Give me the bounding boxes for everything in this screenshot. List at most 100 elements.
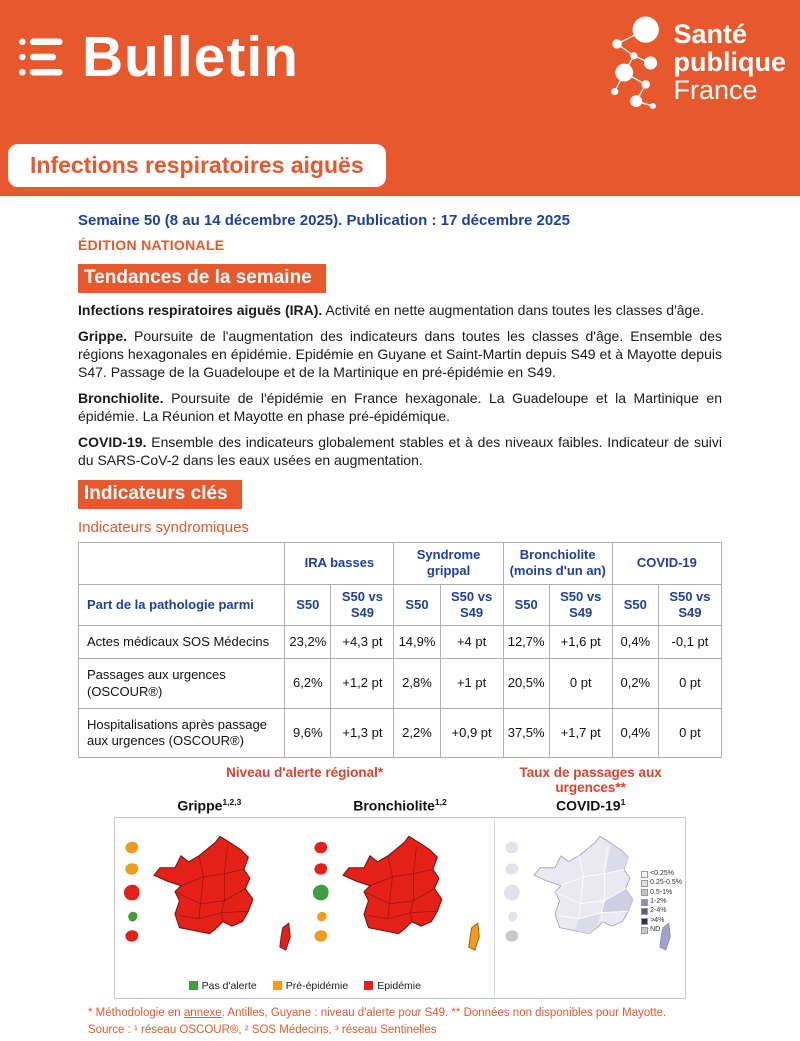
- table-header-cell: Bronchiolite (moins d'un an): [502, 542, 613, 585]
- maps-heading-ed-visits: Taux de passages aux urgences**: [519, 765, 662, 796]
- table-header-cell: S50 vs S49: [439, 583, 504, 626]
- table-cell: 20,5%: [502, 658, 550, 709]
- map-panel-bronchiolite: [305, 818, 495, 998]
- table-header-cell: S50: [284, 583, 332, 626]
- table-header-cell: S50 vs S49: [330, 583, 395, 626]
- table-header-cell: [77, 542, 286, 585]
- table-cell: 0,2%: [611, 658, 659, 709]
- legend-label: 0.25-0.5%: [650, 879, 683, 887]
- legend-item: 1-2%: [641, 898, 682, 906]
- covid-map-legend: <0.25% 0.25-0.5% 0.5-1% 1-2% 2-4% >4% ND: [641, 870, 682, 936]
- table-header-cell: IRA basses: [284, 542, 395, 585]
- bulletin-logo: Bulletin: [18, 24, 299, 90]
- table-cell: 2,2%: [393, 707, 441, 759]
- france-map-grippe: [123, 835, 291, 951]
- table-header-cell: S50 vs S49: [548, 583, 613, 626]
- table-header-cell: COVID-19: [611, 542, 723, 585]
- agency-line-3: France: [673, 74, 758, 105]
- paragraph-ira-text: Activité en nette augmentation dans tout…: [325, 302, 704, 318]
- agency-line-2: publique: [673, 47, 786, 78]
- footnote-methodology: * Méthodologie en annexe. Antilles, Guya…: [88, 1006, 722, 1021]
- table-cell: +1,3 pt: [330, 707, 395, 759]
- maps-headings: Niveau d'alerte régional* Taux de passag…: [114, 765, 686, 795]
- table-cell: +4 pt: [439, 624, 504, 660]
- agency-logo: Santé publique France: [598, 8, 786, 118]
- paragraph-bronchiolite-text: Poursuite de l'épidémie en France hexago…: [78, 390, 723, 424]
- france-map-covid: [503, 835, 672, 951]
- legend-item: Pas d'alerte: [188, 980, 257, 992]
- map-title-grippe-sup: 1,2,3: [222, 797, 242, 808]
- footnote-text: * Méthodologie en: [88, 1006, 184, 1019]
- paragraph-grippe-text: Poursuite de l'augmentation des indicate…: [78, 328, 722, 380]
- table-header-cell: S50: [611, 583, 659, 626]
- table-cell: 0 pt: [657, 707, 723, 759]
- legend-item: ND: [641, 926, 682, 934]
- table-cell: 37,5%: [502, 707, 550, 759]
- week-publication-line: Semaine 50 (8 au 14 décembre 2025). Publ…: [78, 212, 570, 229]
- maps-heading-alert-level: Niveau d'alerte régional*: [226, 765, 384, 781]
- table-header-cell: S50 vs S49: [657, 583, 723, 626]
- maps-titles: Grippe1,2,3 Bronchiolite1,2 COVID-191: [114, 797, 686, 814]
- annexe-link[interactable]: annexe: [183, 1006, 222, 1019]
- table-cell: +1 pt: [439, 658, 504, 709]
- edition-label: ÉDITION NATIONALE: [78, 237, 225, 253]
- legend-item: Pré-épidémie: [272, 979, 349, 992]
- footnote-sources: Source : ¹ réseau OSCOUR®, ² SOS Médecin…: [88, 1023, 437, 1036]
- paragraph-bronchiolite: Bronchiolite. Poursuite de l'épidémie en…: [78, 389, 722, 425]
- bulletin-wordmark: Bulletin: [82, 25, 299, 89]
- map-panel-grippe: [115, 818, 305, 998]
- legend-label: 1-2%: [650, 898, 667, 906]
- table-cell: 6,2%: [284, 658, 332, 709]
- table-cell: 0,4%: [611, 624, 659, 660]
- network-dots-icon: [610, 16, 659, 109]
- legend-item: <0.25%: [641, 870, 682, 878]
- table-cell: 14,9%: [393, 624, 441, 660]
- paragraph-ira-lead: Infections respiratoires aiguës (IRA).: [78, 302, 323, 318]
- map-title-covid-text: COVID-19: [556, 797, 621, 814]
- table-cell: 0,4%: [611, 707, 659, 759]
- syndromic-indicators-table: IRA basses Syndrome grippal Bronchiolite…: [77, 542, 723, 759]
- legend-swatch: [641, 889, 649, 897]
- table-header-cell: Syndrome grippal: [393, 542, 504, 585]
- table-cell: 12,7%: [502, 624, 550, 660]
- paragraph-covid-lead: COVID-19.: [78, 434, 147, 450]
- legend-swatch: [272, 981, 282, 991]
- map-title-covid-sup: 1: [620, 797, 626, 808]
- legend-label: Epidémie: [377, 979, 421, 992]
- legend-label: 0.5-1%: [650, 888, 673, 896]
- section-title-trends: Tendances de la semaine: [78, 264, 326, 293]
- map-panel-covid: <0.25% 0.25-0.5% 0.5-1% 1-2% 2-4% >4% ND: [494, 817, 685, 998]
- table-cell: 2,8%: [393, 658, 441, 709]
- table-cell: +1,7 pt: [548, 707, 613, 759]
- map-title-bronchiolite: Bronchiolite1,2: [305, 797, 496, 814]
- paragraph-grippe-lead: Grippe.: [78, 328, 128, 344]
- legend-label: >4%: [650, 916, 665, 924]
- map-title-bronchiolite-text: Bronchiolite: [353, 797, 435, 814]
- table-group-header-row: IRA basses Syndrome grippal Bronchiolite…: [77, 542, 723, 585]
- legend-label: Pré-épidémie: [285, 979, 349, 992]
- table-row: Actes médicaux SOS Médecins 23,2% +4,3 p…: [77, 624, 723, 660]
- legend-swatch: [641, 917, 649, 925]
- table-row-label: Hospitalisations après passage aux urgen…: [77, 707, 286, 759]
- table-cell: 0 pt: [657, 658, 723, 709]
- legend-swatch: [641, 926, 649, 934]
- table-cell: +0,9 pt: [439, 707, 504, 759]
- map-title-bronchiolite-sup: 1,2: [434, 797, 447, 808]
- legend-item: Epidémie: [364, 980, 421, 992]
- paragraph-ira: Infections respiratoires aiguës (IRA). A…: [78, 301, 722, 319]
- legend-swatch: [641, 870, 649, 878]
- legend-label: 2-4%: [650, 907, 667, 915]
- legend-swatch: [641, 879, 649, 887]
- legend-swatch: [641, 908, 649, 916]
- legend-swatch: [364, 981, 374, 991]
- subsection-title-syndromic: Indicateurs syndromiques: [78, 519, 249, 536]
- map-title-grippe: Grippe1,2,3: [114, 797, 305, 814]
- legend-item: 0.25-0.5%: [641, 879, 682, 887]
- table-header-cell: S50: [502, 583, 550, 626]
- legend-item: >4%: [641, 917, 682, 925]
- table-row-label: Passages aux urgences (OSCOUR®): [77, 658, 286, 709]
- table-header-cell: Part de la pathologie parmi: [77, 583, 286, 626]
- overseas-territory-markers: [123, 841, 140, 942]
- paragraph-grippe: Grippe. Poursuite de l'augmentation des …: [78, 327, 722, 381]
- section-title-key-indicators: Indicateurs clés: [78, 480, 242, 509]
